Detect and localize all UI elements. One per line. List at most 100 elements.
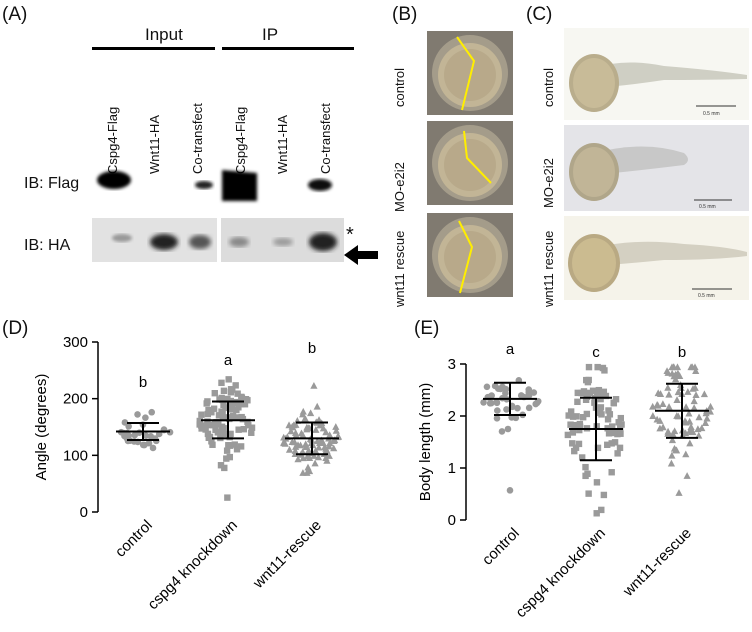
flag-blot-image xyxy=(97,170,332,201)
significance-letter: a xyxy=(224,352,233,369)
data-point xyxy=(311,459,319,467)
data-point xyxy=(653,415,661,423)
data-point xyxy=(673,412,681,419)
c-scale-label-1: 0.5 mm xyxy=(703,111,720,117)
data-point xyxy=(209,441,216,448)
data-point xyxy=(614,450,621,457)
data-point xyxy=(229,412,237,420)
data-point xyxy=(325,452,333,459)
panel-e-label: (E) xyxy=(414,318,440,339)
data-point xyxy=(330,444,338,452)
data-point xyxy=(675,489,683,496)
data-point xyxy=(597,404,605,411)
data-point xyxy=(210,422,217,429)
data-point xyxy=(302,440,310,448)
b-embryo-image-3 xyxy=(427,213,513,297)
data-point xyxy=(690,397,698,405)
data-point xyxy=(593,510,600,517)
data-point xyxy=(218,379,225,387)
data-point xyxy=(567,408,575,415)
data-point xyxy=(670,444,679,452)
data-point xyxy=(280,438,288,446)
data-point xyxy=(585,376,592,384)
data-point xyxy=(686,439,694,447)
data-point xyxy=(245,422,252,429)
ip-group-line xyxy=(222,47,354,50)
data-point xyxy=(226,415,233,423)
data-point xyxy=(576,426,583,434)
data-point xyxy=(602,392,610,400)
panel-a-label: (A) xyxy=(2,4,28,25)
data-point xyxy=(674,369,682,377)
data-point xyxy=(215,420,222,428)
data-point xyxy=(288,438,296,446)
significance-letter: b xyxy=(139,374,147,391)
lane-label-3: Co-transfect xyxy=(190,103,205,174)
data-point xyxy=(310,381,318,389)
data-point xyxy=(145,439,153,447)
data-point xyxy=(332,423,340,430)
data-point xyxy=(502,385,510,393)
data-point xyxy=(483,383,491,391)
data-point xyxy=(585,490,592,497)
data-point xyxy=(506,487,514,494)
data-point xyxy=(480,399,487,406)
panel-d-label: (D) xyxy=(2,318,29,339)
blot-label-flag: IB: Flag xyxy=(24,175,80,192)
ha-blot-input-bands xyxy=(112,234,211,250)
data-point xyxy=(204,410,212,418)
data-point xyxy=(689,428,697,436)
c-row-label-2: MO-e2i2 xyxy=(541,158,556,208)
b-embryo-image-2 xyxy=(427,121,513,205)
data-point xyxy=(605,430,613,437)
data-point xyxy=(312,426,320,433)
data-point xyxy=(692,367,700,375)
data-point xyxy=(578,454,586,461)
y-tick-label: 3 xyxy=(448,356,456,373)
data-point xyxy=(610,429,618,437)
data-point xyxy=(682,403,690,411)
data-point xyxy=(498,428,506,435)
data-point xyxy=(244,418,251,426)
significance-letter: c xyxy=(592,344,600,361)
data-point xyxy=(304,463,312,471)
data-point xyxy=(311,446,320,454)
data-point xyxy=(604,416,612,423)
data-point xyxy=(649,402,657,410)
data-point xyxy=(142,414,149,421)
data-point xyxy=(589,387,597,394)
ip-group-label: IP xyxy=(262,25,279,44)
data-point xyxy=(291,447,299,454)
data-point xyxy=(204,418,211,425)
data-point xyxy=(574,389,581,397)
data-point xyxy=(604,441,611,449)
data-point xyxy=(701,419,710,426)
data-point xyxy=(296,441,305,449)
c-larva-image-3: 0.5 mm xyxy=(564,216,749,300)
x-category-label: control xyxy=(479,525,523,569)
data-point xyxy=(667,459,676,467)
data-point xyxy=(196,421,203,428)
panel-b-label: (B) xyxy=(392,4,418,25)
data-point xyxy=(614,430,621,438)
data-point xyxy=(240,426,247,433)
data-point xyxy=(313,437,321,445)
ha-blot-ip-bands xyxy=(229,233,337,251)
b-row-label-3: wnt11 rescue xyxy=(392,230,407,307)
data-point xyxy=(231,441,238,448)
data-point xyxy=(569,440,576,447)
data-point xyxy=(148,408,156,416)
data-point xyxy=(569,413,577,420)
data-point xyxy=(665,403,673,410)
data-point xyxy=(202,426,209,433)
data-point xyxy=(694,425,702,433)
data-point xyxy=(567,421,574,428)
data-point xyxy=(700,390,708,398)
data-point xyxy=(571,421,578,429)
data-point xyxy=(215,412,223,419)
data-point xyxy=(600,491,608,499)
data-point xyxy=(682,450,690,458)
data-point xyxy=(664,429,672,437)
data-point xyxy=(292,421,300,428)
significance-letter: a xyxy=(506,341,515,358)
